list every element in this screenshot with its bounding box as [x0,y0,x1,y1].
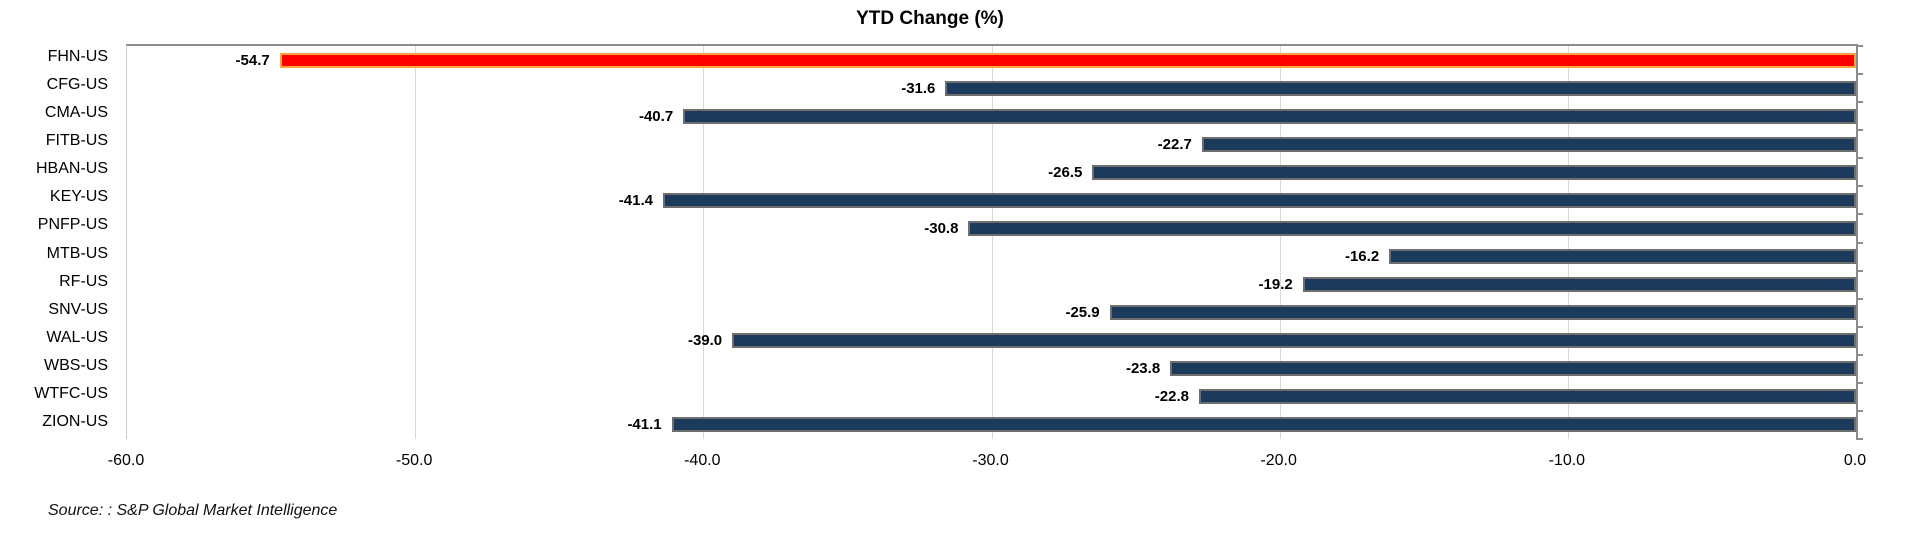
data-label: -41.1 [627,416,662,434]
category-axis-tick [1856,129,1863,132]
data-label: -41.4 [618,191,653,209]
bar [1092,164,1856,180]
bar-highlighted [279,52,1856,68]
category-axis-tick [1856,353,1863,356]
data-label: -22.8 [1154,388,1189,406]
plot-area: -54.7 -31.6 -40.7 -22.7 -26.5 -41.4 -30.8 -16.2… [126,44,1863,440]
x-tick-label: -40.0 [684,452,721,469]
bar [683,108,1856,124]
category-axis-tick [1856,157,1863,160]
category-axis-tick [1856,241,1863,244]
x-tick-label: -60.0 [107,452,145,469]
bar [732,333,1856,349]
data-label: -25.9 [1065,304,1100,322]
bar [968,220,1856,236]
category-axis-tick [1856,213,1863,216]
data-label: -30.8 [924,219,959,237]
gridline [991,46,993,439]
gridline [415,46,417,439]
category-axis-tick [1856,325,1863,328]
category-label: FITB-US [45,132,108,150]
x-tick-label: 0.0 [1843,452,1867,469]
value-axis: -60.0 -50.0 -40.0 -30.0 -20.0 -10.0 0.0 [0,452,1920,474]
source-note: Source: : S&P Global Market Intelligence [48,502,338,519]
bar [945,80,1856,96]
x-tick-label: -10.0 [1548,452,1586,469]
category-axis-tick [1856,45,1863,47]
category-label: PNFP-US [37,216,108,234]
category-axis: FHN-US CFG-US CMA-US FITB-US HBAN-US KEY-US PN… [0,44,108,437]
category-label: WBS-US [44,356,108,374]
data-label: -54.7 [235,51,270,69]
bar [1170,361,1856,377]
category-label: CFG-US [46,76,108,94]
category-label: KEY-US [49,188,108,206]
category-label: ZION-US [42,412,108,430]
category-axis-tick [1856,297,1863,300]
category-axis-tick [1856,101,1863,104]
data-label: -26.5 [1048,163,1083,181]
category-axis-tick [1856,438,1863,440]
data-label: -39.0 [687,332,723,350]
bar [1109,305,1856,321]
data-label: -31.6 [901,79,936,97]
category-label: SNV-US [48,300,108,318]
x-tick-label: -50.0 [395,452,433,469]
category-label: MTB-US [46,244,108,262]
category-axis-tick [1856,185,1863,188]
category-label: FHN-US [47,48,108,66]
gridline [1567,46,1569,439]
category-label: RF-US [59,272,108,290]
data-label: -23.8 [1125,360,1161,378]
data-label: -22.7 [1157,135,1192,153]
x-tick-label: -30.0 [972,452,1009,469]
gridline [1279,46,1281,439]
bar [663,192,1856,208]
category-axis-tick [1856,409,1863,412]
category-label: CMA-US [44,104,108,122]
data-label: -19.2 [1258,276,1293,294]
bar [671,417,1856,433]
category-label: HBAN-US [35,160,108,178]
x-tick-label: -20.0 [1260,452,1297,469]
data-label: -40.7 [638,107,674,125]
bar [1201,136,1856,152]
bar [1302,277,1856,293]
data-label: -16.2 [1344,248,1380,266]
bar [1198,389,1856,405]
bar [1389,249,1856,265]
chart-title: YTD Change (%) [856,8,1004,29]
category-axis-tick [1856,269,1863,272]
category-label: WAL-US [46,328,108,346]
category-axis-tick [1856,381,1863,384]
category-axis-tick [1856,73,1863,76]
gridline [703,46,705,439]
category-label: WTFC-US [34,384,108,402]
